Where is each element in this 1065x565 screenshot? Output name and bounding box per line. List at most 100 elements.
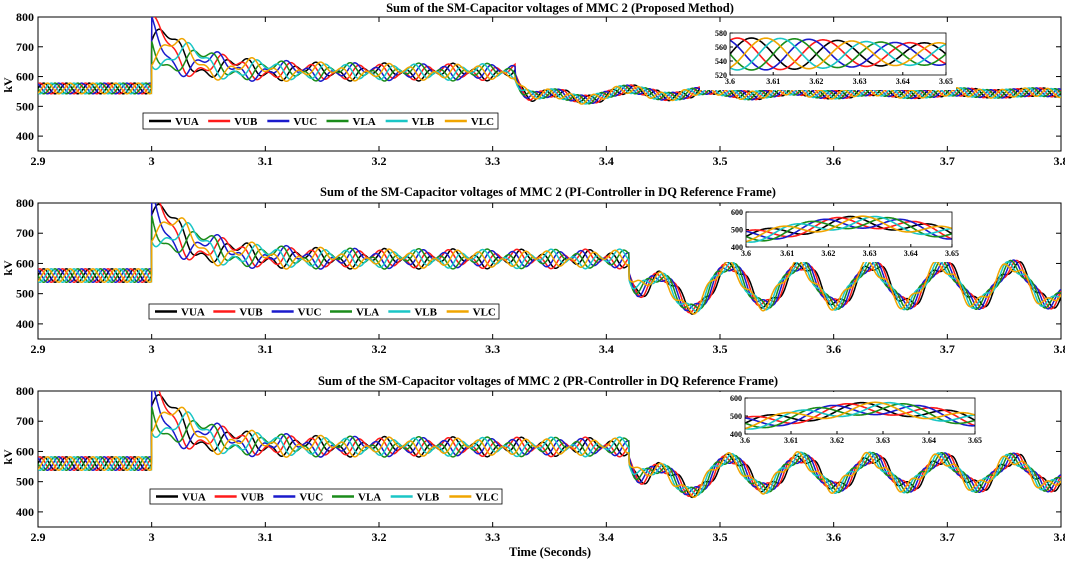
x-tick-label: 3.2	[372, 342, 387, 356]
legend-label-vuc: VUC	[299, 492, 323, 504]
y-tick-label: 400	[16, 317, 34, 331]
x-tick-label: 3.6	[826, 530, 841, 544]
inset-x-tick-label: 3.63	[876, 436, 890, 445]
legend-label-vuc: VUC	[298, 307, 322, 319]
inset-y-tick-label: 500	[731, 226, 743, 235]
x-tick-label: 3	[149, 342, 155, 356]
inset-background	[700, 27, 956, 90]
x-tick-label: 3.5	[713, 342, 728, 356]
y-tick-label: 600	[16, 256, 34, 270]
inset-y-tick-label: 600	[730, 394, 742, 403]
legend-label-vlb: VLB	[412, 116, 435, 128]
y-tick-label: 600	[16, 444, 34, 458]
inset-x-tick-label: 3.65	[939, 77, 953, 86]
x-tick-label: 3.4	[599, 342, 614, 356]
x-tick-label: 2.9	[31, 342, 46, 356]
panel-title: Sum of the SM-Capacitor voltages of MMC …	[386, 1, 734, 15]
inset-x-tick-label: 3.65	[968, 436, 982, 445]
legend: VUA VUB VUC VLA VLB VLC	[150, 489, 502, 504]
y-tick-label: 400	[16, 129, 34, 143]
x-tick-label: 3.4	[599, 530, 614, 544]
x-tick-label: 3.1	[258, 530, 273, 544]
x-tick-label: 3.7	[940, 530, 955, 544]
legend-label-vub: VUB	[241, 492, 265, 504]
x-tick-label: 3.8	[1054, 342, 1065, 356]
x-tick-label: 3.6	[826, 342, 841, 356]
y-tick-label: 800	[16, 10, 34, 24]
x-tick-label: 3.5	[713, 530, 728, 544]
inset-y-tick-label: 600	[731, 208, 743, 217]
panel-pr-controller: Sum of the SM-Capacitor voltages of MMC …	[1, 374, 1065, 559]
panel-proposed-method: Sum of the SM-Capacitor voltages of MMC …	[1, 1, 1065, 168]
inset-y-tick-label: 500	[730, 412, 742, 421]
inset-x-tick-label: 3.62	[809, 77, 823, 86]
y-tick-label: 500	[16, 475, 34, 489]
inset-x-tick-label: 3.64	[922, 436, 936, 445]
x-tick-label: 3	[149, 530, 155, 544]
inset-y-tick-label: 540	[715, 57, 727, 66]
panel-pi-controller: Sum of the SM-Capacitor voltages of MMC …	[1, 185, 1065, 356]
inset-x-tick-label: 3.61	[766, 77, 780, 86]
inset-x-tick-label: 3.61	[784, 436, 798, 445]
y-tick-label: 700	[16, 226, 34, 240]
inset-x-tick-label: 3.65	[945, 249, 959, 258]
x-tick-label: 3.2	[372, 154, 387, 168]
legend-label-vub: VUB	[234, 116, 258, 128]
x-tick-label: 3.7	[940, 342, 955, 356]
y-axis-label: kV	[1, 260, 15, 276]
x-tick-label: 3.3	[485, 530, 500, 544]
inset-x-tick-label: 3.64	[904, 249, 918, 258]
inset-x-tick-label: 3.63	[863, 249, 877, 258]
inset-y-tick-label: 400	[731, 243, 743, 252]
y-tick-label: 400	[16, 505, 34, 519]
y-tick-label: 500	[16, 99, 34, 113]
legend-label-vla: VLA	[358, 492, 381, 504]
legend-label-vuc: VUC	[293, 116, 317, 128]
y-tick-label: 700	[16, 40, 34, 54]
x-tick-label: 3	[149, 154, 155, 168]
y-tick-label: 800	[16, 384, 34, 398]
y-axis-label: kV	[1, 449, 15, 465]
x-tick-label: 3.6	[826, 154, 841, 168]
legend-label-vlc: VLC	[473, 307, 496, 319]
legend-label-vla: VLA	[353, 116, 376, 128]
x-tick-label: 3.5	[713, 154, 728, 168]
x-tick-label: 3.1	[258, 342, 273, 356]
legend-label-vlc: VLC	[471, 116, 494, 128]
inset-y-tick-label: 580	[715, 29, 727, 38]
inset-y-tick-label: 520	[715, 71, 727, 80]
legend-label-vla: VLA	[356, 307, 379, 319]
inset-y-tick-label: 560	[715, 43, 727, 52]
panel-title: Sum of the SM-Capacitor voltages of MMC …	[320, 185, 776, 199]
inset-x-tick-label: 3.62	[821, 249, 835, 258]
inset-x-tick-label: 3.63	[853, 77, 867, 86]
y-tick-label: 700	[16, 414, 34, 428]
inset-x-tick-label: 3.64	[896, 77, 910, 86]
legend-label-vua: VUA	[175, 116, 199, 128]
plot-area: 2.933.13.23.33.43.53.63.73.8400500600700…	[16, 10, 1065, 168]
x-tick-label: 2.9	[31, 530, 46, 544]
y-tick-label: 800	[16, 196, 34, 210]
inset-y-tick-label: 400	[730, 430, 742, 439]
y-tick-label: 600	[16, 70, 34, 84]
legend-label-vua: VUA	[182, 492, 206, 504]
x-tick-label: 3.1	[258, 154, 273, 168]
legend-label-vlc: VLC	[475, 492, 498, 504]
x-tick-label: 3.8	[1054, 530, 1065, 544]
x-tick-label: 3.3	[485, 154, 500, 168]
legend: VUA VUB VUC VLA VLB VLC	[143, 113, 498, 129]
legend-label-vlb: VLB	[417, 492, 440, 504]
panel-title: Sum of the SM-Capacitor voltages of MMC …	[318, 374, 778, 388]
plot-area: 2.933.13.23.33.43.53.63.73.8400500600700…	[16, 380, 1065, 544]
legend-label-vlb: VLB	[414, 307, 437, 319]
x-tick-label: 3.4	[599, 154, 614, 168]
inset-x-tick-label: 3.62	[830, 436, 844, 445]
plot-area: 2.933.13.23.33.43.53.63.73.8400500600700…	[16, 189, 1065, 356]
x-tick-label: 2.9	[31, 154, 46, 168]
x-axis-label: Time (Seconds)	[509, 545, 591, 559]
